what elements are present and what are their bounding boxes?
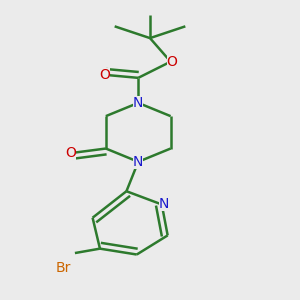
- Text: O: O: [99, 68, 110, 82]
- Text: N: N: [159, 197, 169, 212]
- Text: N: N: [133, 96, 143, 110]
- Text: Br: Br: [56, 261, 71, 275]
- Text: N: N: [133, 155, 143, 169]
- Text: O: O: [167, 55, 178, 69]
- Text: O: O: [65, 146, 76, 160]
